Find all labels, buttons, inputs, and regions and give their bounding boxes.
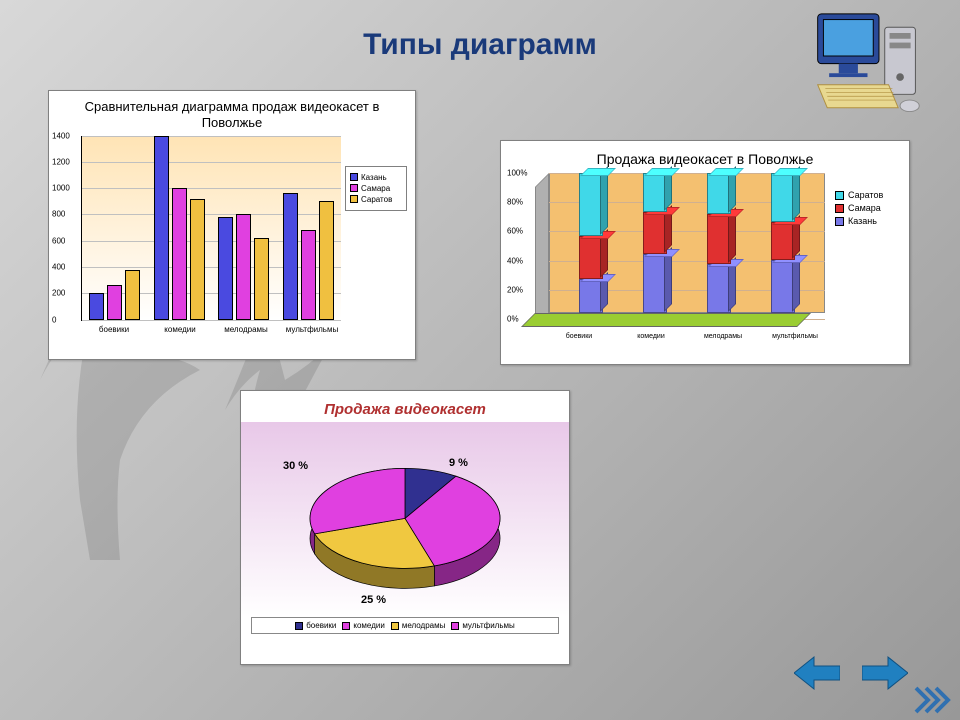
chart1-title: Сравнительная диаграмма продаж видеокасе… — [49, 91, 415, 136]
grouped-bar-chart: Сравнительная диаграмма продаж видеокасе… — [48, 90, 416, 360]
legend-item: Казань — [835, 216, 897, 226]
segment — [579, 236, 603, 279]
nav-buttons — [794, 654, 908, 692]
chart2-legend: Саратов Самара Казань — [831, 183, 901, 233]
pie-pct-label: 30 % — [283, 460, 308, 472]
pie-pct-label: 25 % — [361, 594, 386, 606]
corner-chevron-icon — [914, 686, 954, 714]
segment — [643, 254, 667, 313]
next-button[interactable] — [862, 654, 908, 692]
segment — [771, 173, 795, 222]
bar — [190, 199, 205, 320]
segment — [707, 214, 731, 264]
bar-group — [276, 136, 341, 320]
legend-item: комедии — [342, 621, 384, 630]
bar — [283, 193, 298, 319]
segment — [579, 173, 603, 236]
legend-item: Саратов — [835, 190, 897, 200]
chart2-xaxis: боевикикомедиимелодрамымультфильмы — [543, 333, 831, 340]
stacked-column — [707, 173, 731, 313]
legend-item: Казань — [350, 173, 402, 182]
legend-item: мелодрамы — [391, 621, 446, 630]
chart2-plot: 0%20%40%60%80%100% — [535, 173, 825, 327]
bar-group — [82, 136, 147, 320]
prev-button[interactable] — [794, 654, 840, 692]
segment — [771, 222, 795, 260]
legend-item: Самара — [350, 184, 402, 193]
bar — [254, 238, 269, 319]
segment — [707, 264, 731, 313]
bar — [236, 214, 251, 319]
bar — [107, 285, 122, 319]
bar — [301, 230, 316, 319]
segment — [643, 173, 667, 212]
segment — [707, 173, 731, 214]
segment — [771, 260, 795, 313]
chart2-title: Продажа видеокасет в Поволжье — [501, 141, 909, 173]
legend-item: мультфильмы — [451, 621, 514, 630]
legend-item: Самара — [835, 203, 897, 213]
bar — [218, 217, 233, 320]
chart3-legend: боевики комедии мелодрамы мультфильмы — [251, 617, 559, 634]
bar — [319, 201, 334, 319]
bar — [172, 188, 187, 319]
stacked-bar-3d-chart: Продажа видеокасет в Поволжье 0%20%40%60… — [500, 140, 910, 365]
chart3-title: Продажа видеокасет — [241, 391, 569, 422]
chart3-plot: 9 % 30 % 25 % — [241, 422, 569, 617]
pie-pct-label: 9 % — [449, 457, 468, 469]
bar — [125, 270, 140, 320]
bar — [154, 136, 169, 320]
bar-group — [212, 136, 277, 320]
pie-3d-chart: Продажа видеокасет 9 % 30 % 25 % боевики ко… — [240, 390, 570, 665]
legend-item: Саратов — [350, 195, 402, 204]
segment — [579, 279, 603, 313]
bar — [89, 293, 104, 319]
stacked-column — [771, 173, 795, 313]
computer-clipart-icon — [810, 10, 925, 120]
bar-group — [147, 136, 212, 320]
chart1-plot: 0200400600800100012001400 — [81, 136, 341, 321]
chart1-xaxis: боевикикомедиимелодрамымультфильмы — [81, 321, 345, 334]
stacked-column — [579, 173, 603, 313]
segment — [643, 212, 667, 254]
chart1-legend: Казань Самара Саратов — [345, 166, 407, 211]
stacked-column — [643, 173, 667, 313]
legend-item: боевики — [295, 621, 336, 630]
